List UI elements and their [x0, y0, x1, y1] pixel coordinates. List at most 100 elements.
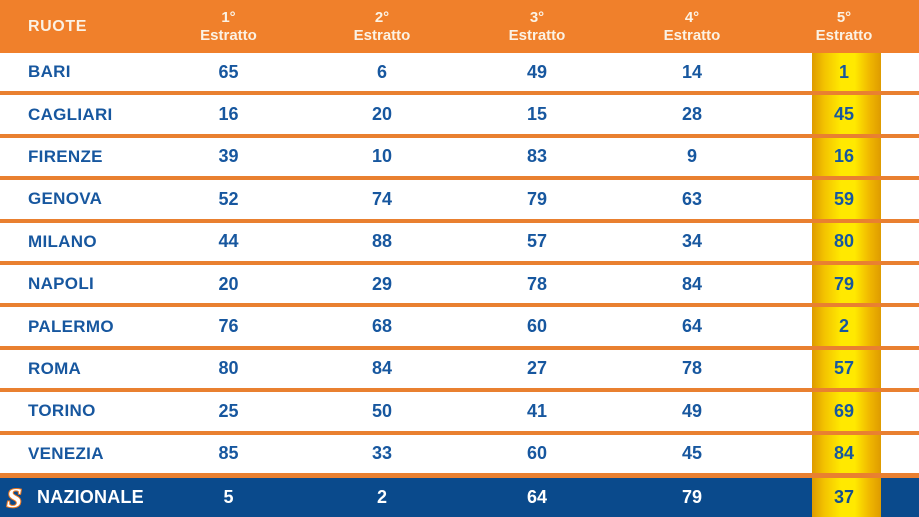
fifth-estratto-highlight-stripe: [812, 53, 881, 517]
extracted-number: 85: [218, 443, 239, 464]
extracted-number: 39: [218, 146, 239, 167]
row-divider: [0, 472, 919, 478]
column-label: Estratto: [663, 26, 721, 44]
row-divider: [0, 430, 919, 435]
row-divider: [0, 260, 919, 265]
extracted-number: 45: [833, 104, 855, 125]
extracted-number: 16: [218, 104, 239, 125]
extracted-number: 10: [371, 146, 393, 167]
extracted-number: 20: [218, 273, 239, 294]
table-row: NAPOLI 20 29 78 84 79: [0, 264, 919, 304]
wheel-name: BARI: [28, 62, 71, 82]
column-ordinal: 4°: [684, 8, 700, 26]
extracted-number: 68: [371, 316, 393, 337]
extracted-number: 88: [371, 231, 393, 252]
column-header-1: 1° Estratto: [152, 9, 305, 45]
extracted-number: 20: [371, 104, 393, 125]
extracted-number: 16: [833, 146, 855, 167]
column-label: Estratto: [815, 26, 873, 44]
extracted-number: 25: [218, 400, 239, 421]
extracted-number: 80: [218, 358, 239, 379]
column-ordinal: 2°: [374, 8, 390, 26]
extracted-number: 79: [681, 486, 703, 507]
column-header-2: 2° Estratto: [305, 9, 459, 45]
column-ordinal: 5°: [836, 8, 852, 26]
row-divider: [0, 345, 919, 350]
nazionale-s-icon: S: [6, 483, 24, 512]
table-row: GENOVA 52 74 79 63 59: [0, 180, 919, 219]
extracted-number: 74: [371, 188, 393, 209]
extracted-number: 65: [218, 61, 239, 82]
extracted-number: 59: [833, 188, 855, 209]
wheel-name-nazionale: S NAZIONALE: [0, 483, 152, 512]
extracted-number: 2: [376, 486, 387, 507]
wheel-name: VENEZIA: [28, 443, 104, 463]
extracted-number: 50: [371, 400, 393, 421]
extracted-number: 52: [218, 188, 239, 209]
table-row: MILANO 44 88 57 34 80: [0, 222, 919, 261]
wheel-name: FIRENZE: [28, 146, 103, 166]
column-header-4: 4° Estratto: [615, 9, 769, 45]
nazionale-row: S NAZIONALE 5 2 64 79 37: [0, 477, 919, 517]
table-row: TORINO 25 50 41 49 69: [0, 392, 919, 431]
extracted-number: 69: [833, 400, 855, 421]
table-row: VENEZIA 85 33 60 45 84: [0, 434, 919, 473]
extracted-number: 83: [526, 146, 548, 167]
column-header-5: 5° Estratto: [769, 9, 919, 45]
extracted-number: 27: [526, 358, 548, 379]
row-divider: [0, 91, 919, 96]
extracted-number: 80: [833, 231, 855, 252]
column-label: Estratto: [200, 26, 257, 44]
extracted-number: 64: [526, 486, 548, 507]
ruote-header: RUOTE: [28, 17, 87, 35]
extracted-number: 57: [833, 358, 855, 379]
extracted-number: 33: [371, 443, 393, 464]
table-row: FIRENZE 39 10 83 9 16: [0, 137, 919, 177]
wheel-name: CAGLIARI: [28, 104, 113, 124]
wheel-name: PALERMO: [28, 316, 114, 336]
extracted-number: 79: [833, 273, 855, 294]
extracted-number: 49: [526, 61, 548, 82]
extracted-number: 15: [526, 104, 548, 125]
row-divider: [0, 303, 919, 308]
row-divider: [0, 388, 919, 393]
extracted-number: 79: [526, 188, 548, 209]
row-divider: [0, 176, 919, 181]
table-row: CAGLIARI 16 20 15 28 45: [0, 95, 919, 134]
wheel-name: NAPOLI: [28, 274, 95, 294]
extracted-number: 41: [526, 400, 548, 421]
column-header-3: 3° Estratto: [459, 9, 615, 45]
table-row: ROMA 80 84 27 78 57: [0, 349, 919, 389]
svg-text:S: S: [7, 483, 23, 512]
row-divider: [0, 133, 919, 138]
extracted-number: 84: [833, 443, 855, 464]
table-header-row: RUOTE 1° Estratto 2° Estratto 3° Estratt…: [0, 0, 919, 53]
extracted-number: 60: [526, 443, 548, 464]
column-ordinal: 3°: [529, 8, 545, 26]
extracted-number: 9: [686, 146, 697, 167]
extracted-number: 57: [526, 231, 548, 252]
extracted-number: 6: [376, 61, 387, 82]
row-divider: [0, 218, 919, 223]
extracted-number: 49: [681, 400, 703, 421]
nazionale-label: NAZIONALE: [37, 486, 144, 507]
wheel-name: ROMA: [28, 358, 82, 378]
wheel-name: GENOVA: [28, 189, 103, 209]
extracted-number: 84: [371, 358, 393, 379]
extracted-number: 76: [218, 316, 239, 337]
extracted-number: 78: [681, 358, 703, 379]
column-label: Estratto: [353, 26, 411, 44]
extracted-number: 29: [371, 273, 393, 294]
extracted-number: 84: [681, 273, 703, 294]
wheel-name: MILANO: [28, 231, 97, 251]
table-row: PALERMO 76 68 60 64 2: [0, 307, 919, 346]
extracted-number: 2: [838, 316, 849, 337]
extracted-number: 37: [833, 486, 855, 507]
extracted-number: 45: [681, 443, 703, 464]
extracted-number: 1: [838, 61, 849, 82]
extracted-number: 64: [681, 316, 703, 337]
extracted-number: 5: [223, 486, 234, 507]
extracted-number: 78: [526, 273, 548, 294]
wheel-name: TORINO: [28, 401, 96, 421]
